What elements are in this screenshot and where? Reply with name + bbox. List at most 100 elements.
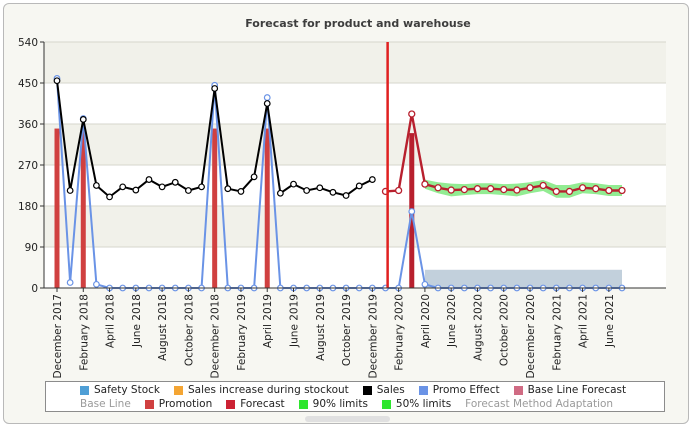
y-tick-label: 90 <box>25 242 38 254</box>
sales-point <box>66 187 74 194</box>
sales-point <box>290 180 297 188</box>
legend-label: Promo Effect <box>432 384 500 396</box>
x-tick-label: April 2018 <box>105 294 117 348</box>
forecast-point <box>447 186 455 194</box>
safety-stock-area <box>424 269 622 288</box>
legend-item[interactable]: Promo Effect <box>418 384 500 396</box>
sales-point <box>132 186 140 194</box>
y-tick-label: 0 <box>31 283 38 295</box>
forecast-point <box>605 186 613 195</box>
forecast-point <box>618 186 626 195</box>
legend-swatch <box>513 385 523 395</box>
promo-effect-point <box>93 280 100 288</box>
legend-item[interactable]: Sales increase during stockout <box>173 384 349 396</box>
forecast-point <box>592 185 600 193</box>
x-tick-label: October 2018 <box>183 294 195 366</box>
forecast-point <box>486 185 495 193</box>
plot-band <box>44 83 666 124</box>
sales-point <box>342 192 350 199</box>
sales-point <box>106 193 113 201</box>
forecast-point <box>552 187 560 196</box>
sales-point <box>119 183 127 191</box>
sales-point <box>368 176 376 183</box>
x-tick-label: December 2017 <box>52 294 64 379</box>
forecast-point <box>421 180 429 188</box>
x-tick-label: April 2020 <box>420 294 432 348</box>
legend-item[interactable]: Forecast <box>226 398 285 410</box>
x-tick-label: February 2019 <box>236 294 248 371</box>
forecast-point <box>434 184 442 192</box>
legend-row-2: Base Line Promotion Forecast 90% limits 50% … <box>46 398 694 410</box>
x-tick-label: June 2020 <box>446 294 458 348</box>
sales-point <box>53 77 61 85</box>
safety-stock-area <box>424 269 622 288</box>
horizontal-scrollbar[interactable] <box>305 416 390 422</box>
sales-point <box>224 185 232 193</box>
legend-label: Sales increase during stockout <box>187 384 349 396</box>
promo-effect-point <box>66 279 74 286</box>
y-tick-label: 450 <box>18 78 38 90</box>
forecast-series <box>381 110 626 196</box>
promo-effect-point <box>263 94 271 101</box>
forecast-point <box>460 185 468 194</box>
sales-point <box>263 100 271 107</box>
forecast-point <box>513 186 521 194</box>
x-tick-label: December 2019 <box>367 294 379 379</box>
legend-swatch <box>80 385 89 395</box>
x-tick-label: August 2020 <box>472 294 484 361</box>
forecast-point <box>394 186 403 195</box>
legend-swatch <box>173 385 183 395</box>
x-tick-label: December 2020 <box>525 294 537 379</box>
promo-effect-point <box>421 280 429 288</box>
legend-item[interactable]: Base Line Forecast <box>513 384 626 396</box>
forecast-point <box>578 184 587 192</box>
legend-swatch <box>226 399 236 409</box>
legend-item[interactable]: Safety Stock <box>80 384 160 396</box>
x-tick-label: February 2021 <box>551 294 563 371</box>
legend-item[interactable]: 50% limits <box>381 398 452 410</box>
legend-row-1: Safety Stock Sales increase during stocko… <box>46 384 694 396</box>
legend-swatch <box>298 399 308 409</box>
legend-item[interactable]: Promotion <box>144 398 212 410</box>
chart-title: Forecast for product and warehouse <box>245 17 471 30</box>
legend-label: Sales <box>376 384 405 396</box>
legend-swatch <box>362 385 372 395</box>
promo-effect-point <box>408 208 416 215</box>
legend-item[interactable]: 90% limits <box>298 398 368 410</box>
plot-bands <box>44 42 666 288</box>
legend-item[interactable]: Base Line <box>80 398 131 410</box>
x-tick-label: December 2018 <box>210 294 222 379</box>
legend-item[interactable]: Sales <box>362 384 405 396</box>
sales-point <box>184 187 192 194</box>
sales-point <box>316 184 324 192</box>
x-tick-label: August 2018 <box>157 294 169 361</box>
sales-point <box>93 182 100 189</box>
legend: Safety Stock Sales increase during stocko… <box>45 381 665 412</box>
x-tick-label: April 2019 <box>262 294 274 348</box>
x-tick-label: June 2019 <box>289 294 301 348</box>
legend-label: Forecast <box>240 398 285 410</box>
sales-point <box>237 188 245 195</box>
sales-point <box>79 116 87 123</box>
sales-point <box>250 173 258 181</box>
sales-point <box>329 188 337 196</box>
legend-label: Base Line <box>80 398 131 410</box>
forecast-point <box>408 110 416 118</box>
x-tick-label: June 2021 <box>604 294 616 348</box>
legend-swatch <box>144 399 154 409</box>
legend-label: 50% limits <box>395 398 452 410</box>
promotion-bar <box>212 128 218 288</box>
y-tick-label: 180 <box>18 201 38 213</box>
plot-band <box>44 124 666 165</box>
sales-point <box>198 183 205 191</box>
legend-item[interactable]: Forecast Method Adaptation <box>465 398 613 410</box>
x-tick-label: October 2020 <box>499 294 511 366</box>
x-tick-label: February 2020 <box>394 294 406 371</box>
y-tick-label: 360 <box>18 119 38 131</box>
x-tick-label: February 2018 <box>78 294 90 371</box>
promotion-bar <box>264 128 270 288</box>
promotion-bar <box>80 128 86 288</box>
sales-point <box>211 85 219 92</box>
sales-point <box>303 187 311 194</box>
